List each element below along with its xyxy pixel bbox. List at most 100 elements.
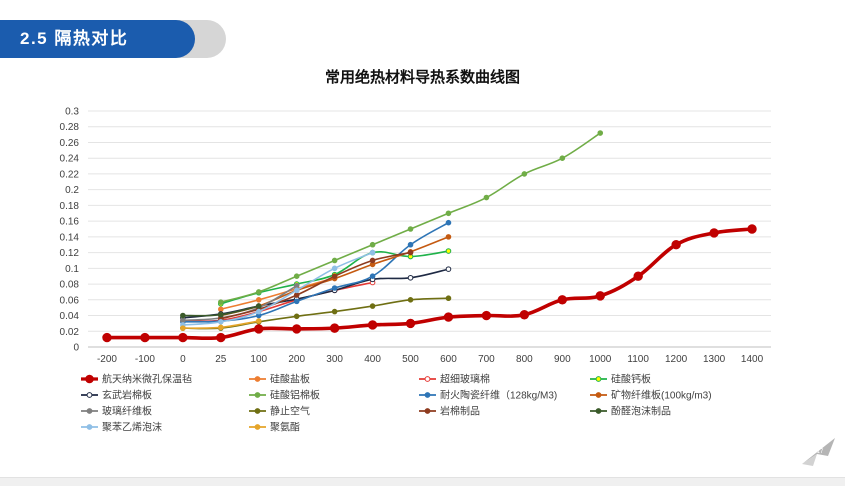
legend-label: 静止空气 (270, 405, 310, 418)
data-point (405, 318, 416, 329)
line-chart: 0 0.02 0.04 0.06 0.08 0.1 0.12 0.14 0.16 0.18 0.2 0… (60, 107, 771, 434)
data-point (254, 324, 264, 334)
y-tick-label: 0.3 (65, 107, 79, 118)
legend-item: 航天纳米微孔保温毡 (81, 373, 192, 386)
series-line (220, 251, 412, 320)
y-tick-label: 0.2 (65, 185, 79, 196)
x-tick-label: 25 (215, 354, 227, 365)
data-point (180, 325, 186, 331)
data-point (255, 308, 262, 315)
y-tick-label: 0.04 (60, 311, 80, 322)
page-logo-icon: 17 (802, 438, 835, 466)
data-point (369, 249, 376, 256)
series-line (220, 276, 336, 311)
data-point (180, 312, 186, 319)
data-point (331, 273, 338, 280)
legend-item: 聚氨酯 (249, 421, 300, 434)
y-tick-label: 0.08 (60, 280, 80, 291)
legend-label: 耐火陶瓷纤维（128kg/M3) (440, 389, 557, 402)
data-point (218, 324, 224, 331)
x-tick-label: 1100 (627, 354, 649, 365)
legend-label: 超细玻璃棉 (440, 373, 490, 386)
legend-label: 聚苯乙烯泡沫 (102, 421, 162, 434)
legend-label: 矿物纤维板(100kg/m3) (611, 389, 712, 402)
x-tick-label: -200 (97, 354, 117, 365)
legend-label: 硅酸盐板 (270, 373, 310, 386)
y-tick-label: 0.22 (60, 169, 80, 180)
data-point (216, 332, 226, 343)
data-point (367, 320, 378, 330)
header-tab (0, 20, 195, 58)
y-tick-label: 0.18 (60, 201, 80, 212)
data-point (178, 332, 188, 343)
x-tick-label: 1200 (665, 354, 688, 365)
legend-label: 航天纳米微孔保温毡 (102, 373, 192, 386)
legend-item: 玻璃纤维板 (81, 405, 152, 418)
series-layer (102, 130, 757, 343)
data-point (329, 323, 340, 333)
data-point (218, 299, 224, 305)
page-number: 17 (817, 449, 824, 455)
data-point (255, 303, 262, 309)
legend-swatch-marker (254, 376, 261, 382)
series-line (182, 297, 450, 330)
data-point (331, 257, 338, 264)
data-point (218, 311, 224, 318)
data-point (445, 219, 452, 226)
series-14 (180, 318, 262, 331)
data-point (218, 306, 224, 313)
y-axis-ticks: 0 0.02 0.04 0.06 0.08 0.1 0.12 0.14 0.16 0.18 0.2 0… (60, 107, 80, 354)
x-tick-label: 1400 (741, 354, 764, 365)
data-point (369, 273, 376, 280)
data-point (369, 303, 376, 309)
data-point (445, 248, 452, 254)
data-point (559, 155, 566, 161)
section-title: 2.5 隔热对比 (20, 29, 129, 48)
x-tick-label: 800 (516, 354, 533, 365)
data-point (407, 226, 414, 232)
data-point (407, 249, 414, 256)
x-tick-label: 1300 (703, 354, 726, 365)
data-point (483, 194, 490, 201)
legend-item: 静止空气 (249, 405, 310, 418)
legend-label: 玻璃纤维板 (102, 405, 152, 418)
x-tick-label: 700 (478, 354, 495, 365)
page-number-badge: 17 (800, 434, 840, 468)
series-12 (180, 303, 262, 319)
series-6 (218, 130, 604, 305)
data-point (595, 291, 605, 301)
legend-item: 硅酸铝棉板 (249, 389, 320, 402)
data-point (597, 130, 604, 136)
data-point (557, 295, 568, 305)
legend-swatch-marker (254, 392, 261, 398)
legend-item: 耐火陶瓷纤维（128kg/M3) (419, 389, 557, 402)
data-point (445, 266, 452, 272)
x-tick-label: 100 (250, 354, 267, 365)
y-tick-label: 0.28 (60, 122, 80, 133)
legend-label: 硅酸钙板 (611, 373, 651, 386)
legend-swatch-marker (424, 376, 431, 382)
data-point (407, 241, 414, 248)
logo-shape (802, 438, 835, 464)
legend-item: 玄武岩棉板 (81, 389, 152, 402)
data-point (369, 241, 376, 248)
x-axis-ticks: -200 -100 0 25 100 200 300 400 500 600 700 800 900 10… (97, 354, 764, 365)
legend-swatch-marker (86, 392, 93, 398)
y-tick-label: 0.1 (65, 264, 79, 275)
logo-shape-shadow (802, 454, 817, 466)
series-line (182, 221, 450, 323)
legend-item: 矿物纤维板(100kg/m3) (590, 389, 712, 402)
data-point (407, 297, 414, 303)
data-point (519, 310, 530, 320)
legend-label: 玄武岩棉板 (102, 389, 152, 402)
data-point (331, 285, 338, 291)
y-tick-label: 0.14 (60, 232, 80, 243)
data-point (445, 295, 452, 302)
data-point (369, 257, 376, 264)
chart-title: 常用绝热材料导热系数曲线图 (324, 69, 520, 86)
data-point (633, 271, 643, 281)
legend-swatch-marker (85, 374, 94, 384)
legend-item: 超细玻璃棉 (419, 373, 490, 386)
data-point (293, 313, 300, 320)
